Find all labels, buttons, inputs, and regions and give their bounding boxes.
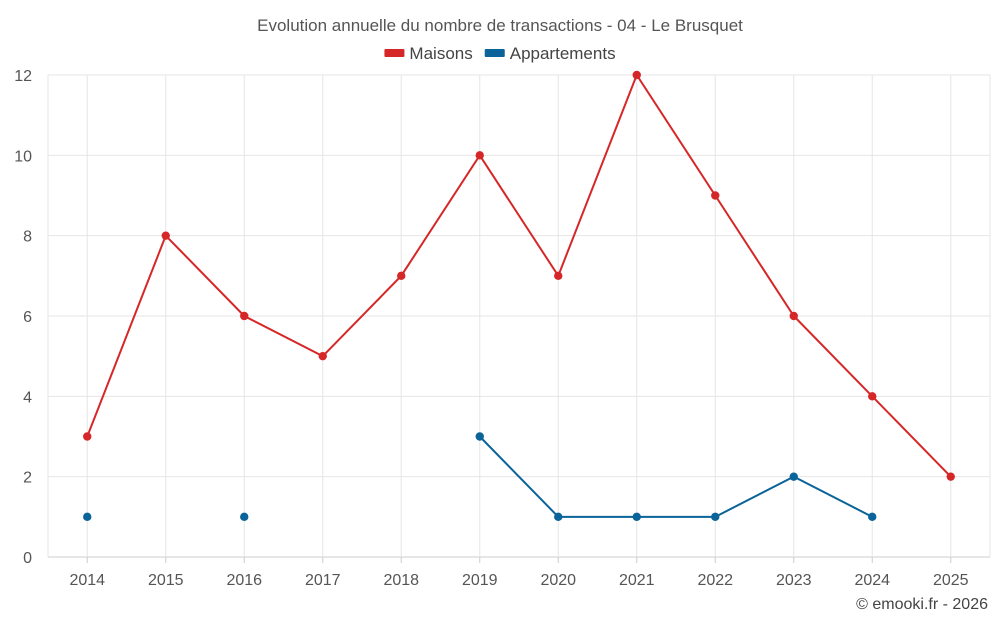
series-line-appartements: [479, 435, 873, 518]
y-tick-label: 12: [14, 68, 32, 85]
data-point-maisons[interactable]: [789, 311, 798, 321]
x-tick-label: 2022: [697, 572, 733, 589]
legend-swatch: [484, 49, 505, 57]
y-tick-label: 4: [23, 389, 32, 406]
data-point-maisons[interactable]: [240, 311, 249, 321]
y-tick-label: 2: [23, 470, 32, 487]
data-point-maisons[interactable]: [397, 271, 406, 281]
data-point-maisons[interactable]: [318, 351, 327, 361]
data-point-appartements[interactable]: [240, 512, 249, 522]
legend: Maisons Appartements: [384, 44, 616, 63]
x-tick-label: 2020: [540, 572, 576, 589]
axes: 0 2 4 6 8 10 12 2014 2015 2016 2017 2018 2019 2020 202…: [14, 68, 968, 589]
y-tick-label: 6: [23, 309, 32, 326]
y-tick-label: 0: [23, 550, 32, 567]
x-tick-label: 2023: [776, 572, 812, 589]
data-point-appartements[interactable]: [83, 512, 92, 522]
x-tick-label: 2024: [854, 572, 890, 589]
legend-swatch: [384, 49, 405, 57]
series-layer: [83, 70, 955, 522]
x-tick-label: 2016: [226, 572, 262, 589]
data-point-appartements[interactable]: [711, 512, 720, 522]
x-tick-label: 2018: [383, 572, 419, 589]
credit-text: © emooki.fr - 2026: [856, 596, 988, 613]
data-point-maisons[interactable]: [554, 271, 563, 281]
data-point-appartements[interactable]: [475, 432, 484, 441]
data-point-maisons[interactable]: [161, 231, 170, 240]
data-point-appartements[interactable]: [789, 472, 798, 481]
data-point-appartements[interactable]: [554, 512, 563, 522]
y-tick-label: 10: [14, 148, 32, 165]
legend-label: Maisons: [409, 44, 472, 63]
data-point-appartements[interactable]: [868, 512, 877, 522]
x-tick-label: 2019: [462, 572, 498, 589]
legend-label: Appartements: [510, 44, 616, 63]
grid: [47, 74, 991, 558]
data-point-maisons[interactable]: [83, 432, 92, 441]
x-tick-label: 2025: [933, 572, 969, 589]
x-tick-label: 2015: [148, 572, 184, 589]
series-appartements: [83, 432, 877, 522]
data-point-appartements[interactable]: [632, 512, 641, 522]
series-maisons: [83, 70, 955, 481]
series-line-maisons: [86, 72, 952, 478]
data-point-maisons[interactable]: [632, 70, 641, 80]
data-point-maisons[interactable]: [868, 392, 877, 401]
legend-item-maisons[interactable]: Maisons: [384, 44, 473, 63]
data-point-maisons[interactable]: [475, 151, 484, 160]
x-tick-label: 2017: [305, 572, 341, 589]
x-tick-label: 2021: [619, 572, 655, 589]
y-tick-label: 8: [23, 229, 32, 246]
chart-title: Evolution annuelle du nombre de transact…: [257, 16, 743, 35]
data-point-maisons[interactable]: [946, 472, 955, 481]
x-tick-label: 2014: [69, 572, 105, 589]
legend-item-appartements[interactable]: Appartements: [484, 44, 616, 63]
data-point-maisons[interactable]: [711, 191, 720, 200]
